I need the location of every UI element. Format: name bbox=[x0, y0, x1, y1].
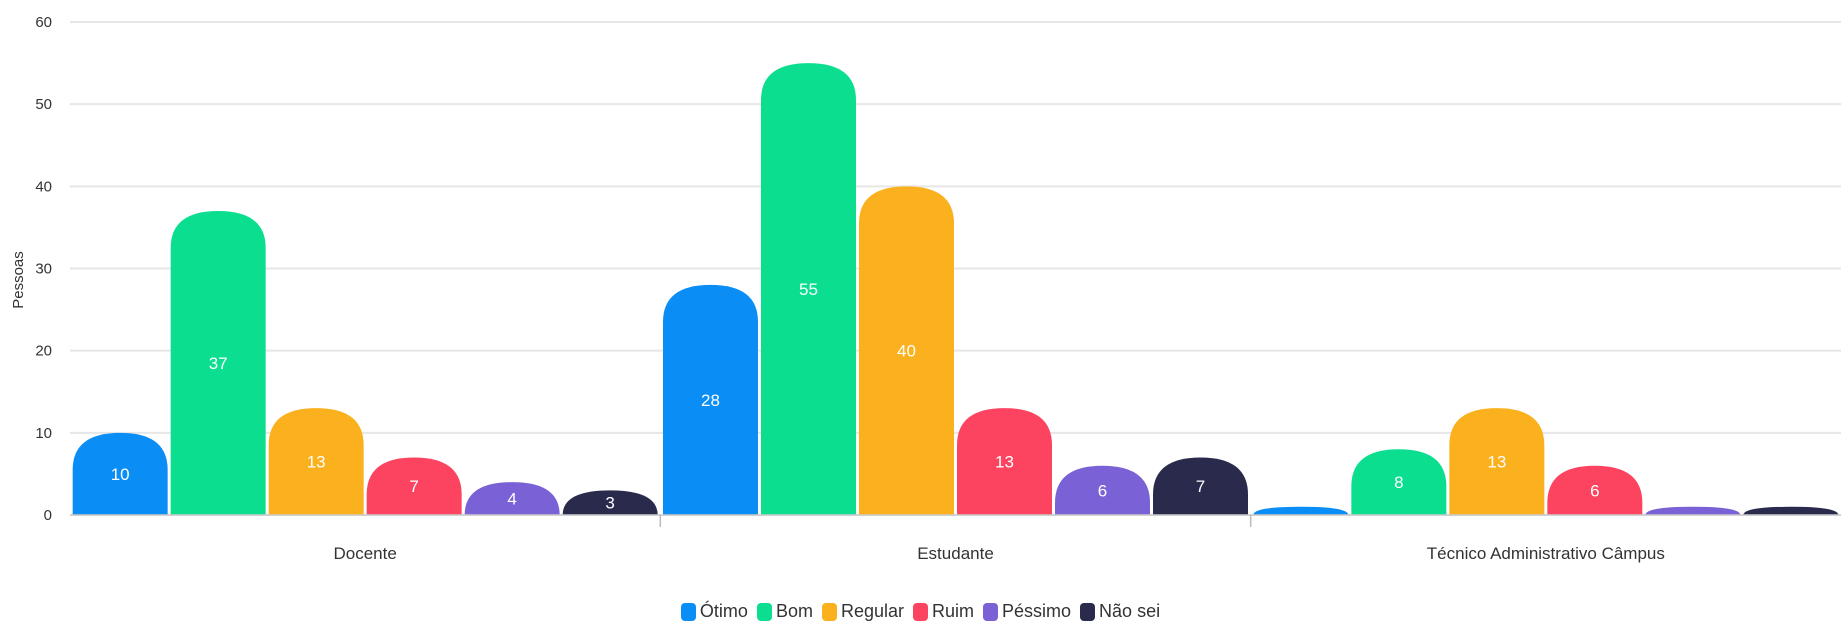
y-tick-label: 0 bbox=[44, 507, 52, 524]
data-label: 13 bbox=[995, 453, 1014, 472]
category-labels: Docente Estudante Técnico Administrativo C… bbox=[334, 544, 1665, 563]
data-label: 55 bbox=[799, 280, 818, 299]
bar-estudante-1 bbox=[761, 63, 856, 515]
legend-swatch bbox=[821, 602, 837, 621]
y-tick-label: 30 bbox=[35, 261, 52, 278]
data-label: 10 bbox=[111, 465, 130, 484]
legend-label: Regular bbox=[840, 601, 904, 621]
legend-label: Ótimo bbox=[699, 601, 748, 621]
data-label: 37 bbox=[209, 354, 228, 373]
legend-label: Bom bbox=[775, 601, 813, 621]
y-tick-label: 60 bbox=[35, 14, 52, 31]
data-label: 6 bbox=[1590, 481, 1599, 500]
legend-item[interactable]: Regular bbox=[821, 601, 904, 622]
data-label: 6 bbox=[1098, 481, 1107, 500]
y-tick-label: 40 bbox=[35, 178, 52, 195]
bar-docente-1 bbox=[170, 210, 266, 515]
bar-técnico-1 bbox=[1351, 449, 1447, 515]
data-label: 4 bbox=[507, 490, 516, 509]
legend-item[interactable]: Ótimo bbox=[680, 601, 748, 622]
data-label: 7 bbox=[1196, 477, 1205, 496]
legend-label: Péssimo bbox=[1002, 601, 1072, 621]
legend-swatch bbox=[913, 602, 928, 621]
bar-estudante-5 bbox=[1153, 457, 1248, 515]
bar-docente-2 bbox=[268, 408, 364, 515]
legend-item[interactable]: Não sei bbox=[1080, 601, 1160, 622]
legend-swatch bbox=[983, 602, 999, 621]
bar-técnico-0 bbox=[1253, 506, 1349, 515]
bar-estudante-0 bbox=[663, 284, 758, 515]
bar-estudante-2 bbox=[859, 186, 954, 516]
legend-item[interactable]: Péssimo bbox=[983, 601, 1071, 622]
y-tick-label: 10 bbox=[35, 425, 52, 442]
bar-técnico-3 bbox=[1547, 465, 1643, 515]
category-label: Técnico Administrativo Câmpus bbox=[1427, 544, 1665, 563]
bar-técnico-2 bbox=[1449, 408, 1545, 515]
y-axis-ticks: 0 10 20 30 40 50 60 bbox=[35, 14, 52, 524]
bar-estudante-4 bbox=[1055, 465, 1150, 515]
y-tick-label: 20 bbox=[35, 343, 52, 360]
y-tick-label: 50 bbox=[35, 96, 52, 113]
legend-swatch bbox=[680, 602, 696, 621]
category-label: Docente bbox=[334, 544, 397, 563]
data-label: 28 bbox=[701, 391, 720, 410]
y-axis-label: Pessoas bbox=[10, 251, 27, 309]
x-axis bbox=[70, 514, 1841, 527]
gridlines bbox=[70, 21, 1841, 516]
data-label: 3 bbox=[605, 494, 614, 513]
bar-docente-3 bbox=[366, 457, 462, 515]
legend-label: Ruim bbox=[932, 601, 975, 621]
bar-estudante-3 bbox=[957, 408, 1052, 515]
data-label: 8 bbox=[1394, 473, 1403, 492]
data-label: 13 bbox=[1487, 453, 1506, 472]
legend: Ótimo Bom Regular Ruim Péssimo Não sei bbox=[0, 601, 1841, 622]
data-label: 7 bbox=[409, 477, 418, 496]
legend-swatch bbox=[1080, 602, 1096, 621]
legend-item[interactable]: Bom bbox=[756, 601, 813, 622]
category-label: Estudante bbox=[917, 544, 994, 563]
bar-técnico-5 bbox=[1743, 506, 1839, 515]
legend-swatch bbox=[756, 602, 772, 621]
data-label: 13 bbox=[307, 453, 326, 472]
bar-docente-4 bbox=[464, 482, 560, 515]
data-label: 40 bbox=[897, 342, 916, 361]
legend-label: Não sei bbox=[1099, 601, 1161, 621]
bar-docente-5 bbox=[562, 490, 658, 515]
legend-item[interactable]: Ruim bbox=[913, 601, 974, 622]
bar-docente-0 bbox=[72, 432, 168, 515]
bar-técnico-4 bbox=[1645, 506, 1741, 515]
bars: 10 37 13 7 4 3 28 55 40 13 6 7 8 13 6 bbox=[72, 63, 1839, 516]
